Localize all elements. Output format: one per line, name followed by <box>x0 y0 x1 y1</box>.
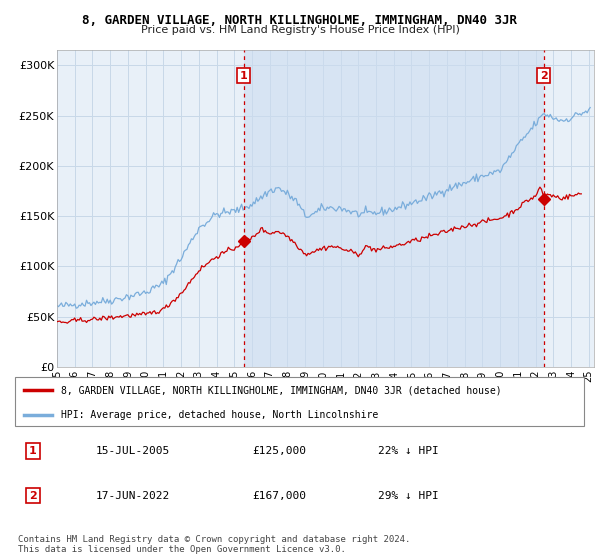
Bar <box>244 50 544 367</box>
Text: £167,000: £167,000 <box>252 491 306 501</box>
Text: £125,000: £125,000 <box>252 446 306 456</box>
FancyBboxPatch shape <box>15 377 584 426</box>
Text: HPI: Average price, detached house, North Lincolnshire: HPI: Average price, detached house, Nort… <box>61 410 378 420</box>
Text: 15-JUL-2005: 15-JUL-2005 <box>96 446 170 456</box>
Text: Price paid vs. HM Land Registry's House Price Index (HPI): Price paid vs. HM Land Registry's House … <box>140 25 460 35</box>
Text: 1: 1 <box>29 446 37 456</box>
Text: 2: 2 <box>540 71 548 81</box>
Text: 8, GARDEN VILLAGE, NORTH KILLINGHOLME, IMMINGHAM, DN40 3JR (detached house): 8, GARDEN VILLAGE, NORTH KILLINGHOLME, I… <box>61 385 502 395</box>
Text: 1: 1 <box>240 71 248 81</box>
Text: 2: 2 <box>29 491 37 501</box>
Text: Contains HM Land Registry data © Crown copyright and database right 2024.
This d: Contains HM Land Registry data © Crown c… <box>18 535 410 554</box>
Text: 8, GARDEN VILLAGE, NORTH KILLINGHOLME, IMMINGHAM, DN40 3JR: 8, GARDEN VILLAGE, NORTH KILLINGHOLME, I… <box>83 14 517 27</box>
Text: 22% ↓ HPI: 22% ↓ HPI <box>378 446 439 456</box>
Text: 29% ↓ HPI: 29% ↓ HPI <box>378 491 439 501</box>
Text: 17-JUN-2022: 17-JUN-2022 <box>96 491 170 501</box>
